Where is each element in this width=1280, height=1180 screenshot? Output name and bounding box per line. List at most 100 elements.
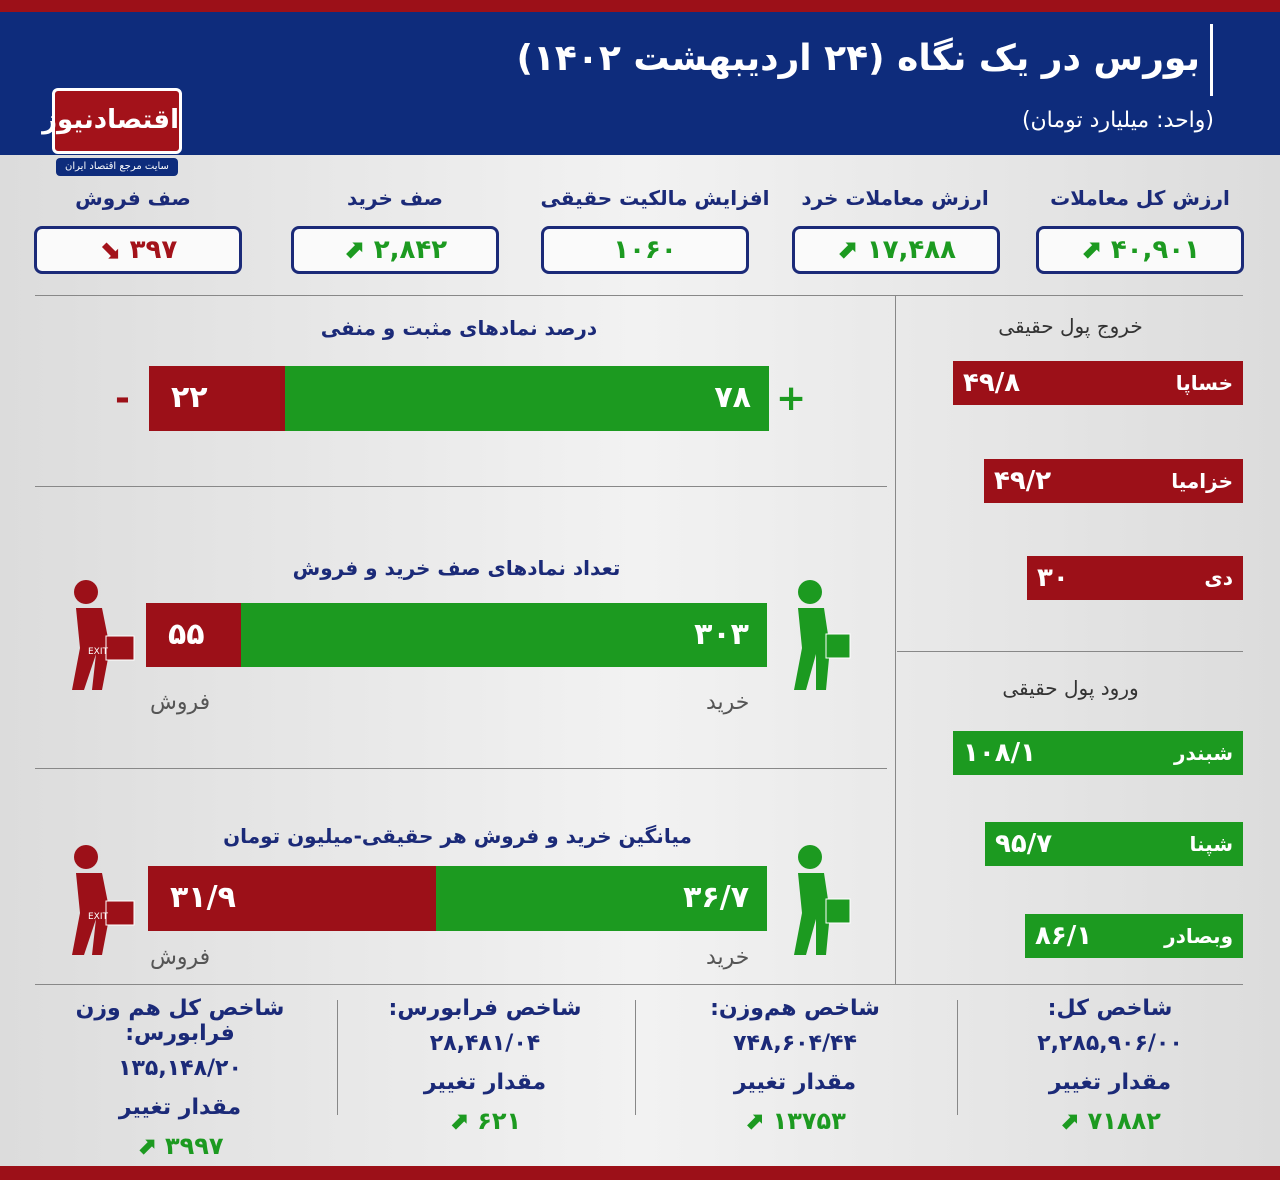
- inflow-item: شپنا ۹۵/۷: [985, 822, 1243, 866]
- index-value: ۲,۲۸۵,۹۰۶/۰۰: [1037, 1031, 1183, 1056]
- symbol-name: خساپا: [1175, 371, 1233, 395]
- arrow-up-icon: ⬈: [744, 1107, 765, 1135]
- index-total: شاخص کل: ۲,۲۸۵,۹۰۶/۰۰ مقدار تغییر ۷۱۸۸۲ ⬈: [965, 996, 1255, 1135]
- symbol-value: ۸۶/۱: [1035, 921, 1093, 951]
- card-label: صف خرید: [346, 186, 444, 210]
- index-value: ۱۳۵,۱۴۸/۲۰: [118, 1056, 242, 1081]
- symbol-name: وبصادر: [1164, 924, 1233, 948]
- symbol-value: ۴۹/۲: [994, 466, 1052, 496]
- index-name: شاخص هم‌وزن:: [710, 996, 880, 1021]
- card-label: ارزش معاملات خرد: [801, 186, 989, 210]
- buy-segment: ۳۰۳: [241, 603, 767, 667]
- arrow-up-icon: ⬈: [448, 1107, 469, 1135]
- buy-label: خرید: [706, 945, 750, 970]
- change-label: مقدار تغییر: [118, 1095, 242, 1120]
- change-value: ۳۹۹۷: [164, 1132, 224, 1160]
- change-value: ۱۳۷۵۳: [772, 1107, 846, 1135]
- index-name: شاخص کل:: [1047, 996, 1173, 1021]
- index-farabourse: شاخص فرابورس: ۲۸,۴۸۱/۰۴ مقدار تغییر ۶۲۱ ⬈: [340, 996, 630, 1135]
- page-title: بورس در یک نگاه (۲۴ اردیبهشت ۱۴۰۲): [516, 38, 1201, 79]
- divider: [635, 1000, 636, 1115]
- sell-segment: ۳۱/۹: [148, 866, 436, 931]
- divider: [337, 1000, 338, 1115]
- change-label: مقدار تغییر: [733, 1070, 857, 1095]
- index-value: ۷۴۸,۶۰۴/۴۴: [733, 1031, 857, 1056]
- divider: [35, 486, 887, 487]
- bottom-stripe: [0, 1166, 1280, 1180]
- queues-bar: ۵۵ ۳۰۳: [146, 603, 767, 667]
- unit-label: (واحد: میلیارد تومان): [1021, 108, 1214, 133]
- section-title: میانگین خرید و فروش هر حقیقی-میلیون توما…: [223, 824, 692, 848]
- index-value: ۲۸,۴۸۱/۰۴: [429, 1031, 541, 1056]
- plus-sign: +: [776, 378, 807, 419]
- index-equal-weight: شاخص هم‌وزن: ۷۴۸,۶۰۴/۴۴ مقدار تغییر ۱۳۷۵۳ ⬈: [650, 996, 940, 1135]
- inflow-item: وبصادر ۸۶/۱: [1025, 914, 1243, 958]
- seller-figure-icon: EXIT: [72, 580, 135, 690]
- title-divider: [1210, 24, 1213, 96]
- divider: [35, 295, 1243, 296]
- card-buy-queue: ۲,۸۴۲ ⬈: [291, 226, 499, 274]
- positive-negative-bar: ۲۲ ۷۸: [149, 366, 769, 431]
- index-name: شاخص فرابورس:: [388, 996, 582, 1021]
- buy-label: خرید: [706, 690, 750, 715]
- negative-segment: ۲۲: [149, 366, 286, 431]
- card-label: ارزش کل معاملات: [1050, 186, 1230, 210]
- symbol-name: خزامیا: [1171, 469, 1233, 493]
- symbol-value: ۹۵/۷: [995, 829, 1053, 859]
- arrow-up-icon: ⬈: [1079, 235, 1102, 265]
- top-stripe: [0, 0, 1280, 12]
- buy-segment: ۳۶/۷: [435, 866, 767, 931]
- divider: [897, 651, 1243, 652]
- symbol-value: ۳۰: [1037, 563, 1069, 593]
- svg-text:EXIT: EXIT: [88, 912, 109, 922]
- card-retail-value: ۱۷,۴۸۸ ⬈: [792, 226, 1000, 274]
- arrow-up-icon: ⬈: [835, 235, 858, 265]
- sell-label: فروش: [150, 690, 211, 715]
- change-value: ۶۲۱: [477, 1107, 522, 1135]
- symbol-value: ۴۹/۸: [963, 368, 1021, 398]
- svg-text:EXIT: EXIT: [88, 647, 109, 657]
- arrow-down-icon: ⬊: [98, 235, 121, 265]
- card-value: ۴۰,۹۰۱: [1110, 235, 1201, 265]
- card-label: صف فروش: [75, 186, 191, 210]
- symbol-name: شپنا: [1189, 832, 1233, 856]
- divider: [957, 1000, 958, 1115]
- inflow-item: شبندر ۱۰۸/۱: [953, 731, 1243, 775]
- card-value: ۱۰۶۰: [613, 235, 677, 265]
- change-value: ۷۱۸۸۲: [1087, 1107, 1161, 1135]
- card-total-value: ۴۰,۹۰۱ ⬈: [1036, 226, 1244, 274]
- card-ownership: ۱۰۶۰: [541, 226, 749, 274]
- sell-label: فروش: [150, 945, 211, 970]
- header: [0, 12, 1280, 155]
- outflow-item: دی ۳۰: [1027, 556, 1243, 600]
- buyer-figure-icon: [794, 845, 851, 955]
- index-farabourse-equal-weight: شاخص کل هم وزن فرابورس: ۱۳۵,۱۴۸/۲۰ مقدار ت…: [35, 996, 325, 1160]
- card-label: افزایش مالکیت حقیقی: [540, 186, 770, 210]
- logo: اقتصادنیوز: [42, 88, 182, 154]
- card-sell-queue: ۳۹۷ ⬊: [34, 226, 242, 274]
- arrow-up-icon: ⬈: [1059, 1107, 1080, 1135]
- index-name: شاخص کل هم وزن فرابورس:: [75, 996, 285, 1046]
- change-label: مقدار تغییر: [1048, 1070, 1172, 1095]
- inflow-title: ورود پول حقیقی: [1002, 676, 1139, 700]
- divider: [35, 768, 887, 769]
- card-value: ۲,۸۴۲: [373, 235, 448, 265]
- sell-segment: ۵۵: [146, 603, 242, 667]
- buyer-figure-icon: [794, 580, 851, 690]
- change-label: مقدار تغییر: [423, 1070, 547, 1095]
- outflow-item: خزامیا ۴۹/۲: [984, 459, 1243, 503]
- averages-bar: ۳۱/۹ ۳۶/۷: [148, 866, 767, 931]
- minus-sign: -: [115, 378, 130, 419]
- positive-segment: ۷۸: [285, 366, 769, 431]
- arrow-up-icon: ⬈: [136, 1132, 157, 1160]
- section-title: درصد نمادهای مثبت و منفی: [320, 316, 598, 340]
- divider: [895, 295, 896, 985]
- symbol-name: شبندر: [1173, 741, 1233, 765]
- symbol-value: ۱۰۸/۱: [963, 738, 1036, 768]
- outflow-item: خساپا ۴۹/۸: [953, 361, 1243, 405]
- card-value: ۱۷,۴۸۸: [866, 235, 957, 265]
- symbol-name: دی: [1204, 566, 1233, 590]
- arrow-up-icon: ⬈: [342, 235, 365, 265]
- seller-figure-icon: EXIT: [72, 845, 135, 955]
- section-title: تعداد نمادهای صف خرید و فروش: [292, 556, 621, 580]
